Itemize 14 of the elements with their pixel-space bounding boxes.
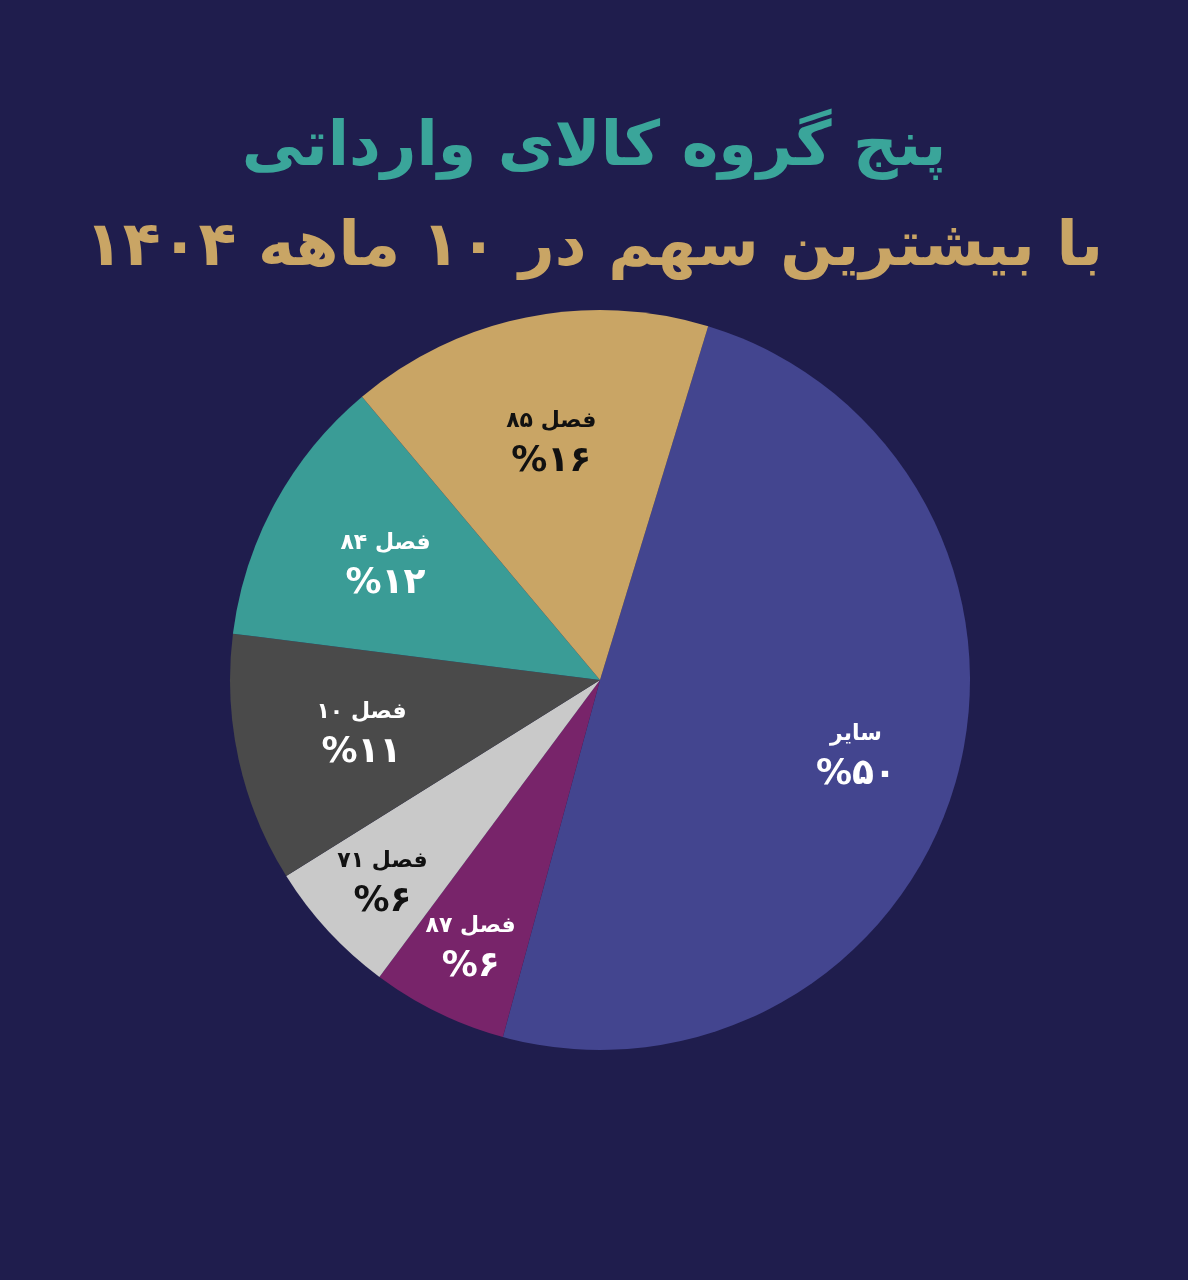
data-label: %۵۰ <box>815 750 896 792</box>
slice-label: سایر <box>829 719 882 746</box>
slice-label: فصل ۸۵ <box>506 406 597 432</box>
slice-label: فصل ۷۱ <box>337 846 428 872</box>
data-label: %۱۲ <box>345 560 426 602</box>
chart-title: پنج گروه کالای وارداتی <box>241 107 947 180</box>
data-label: %۱۱ <box>321 729 402 771</box>
chart-subtitle: با بیشترین سهم در ۱۰ ماهه ۱۴۰۴ <box>84 207 1104 280</box>
slice-label: فصل ۸۴ <box>340 529 431 555</box>
data-label: %۶ <box>353 877 412 919</box>
slice-label: فصل ۸۷ <box>425 912 516 938</box>
slice-label: فصل ۱۰ <box>316 698 407 724</box>
data-label: %۱۶ <box>511 437 592 479</box>
data-label: %۶ <box>441 943 500 985</box>
